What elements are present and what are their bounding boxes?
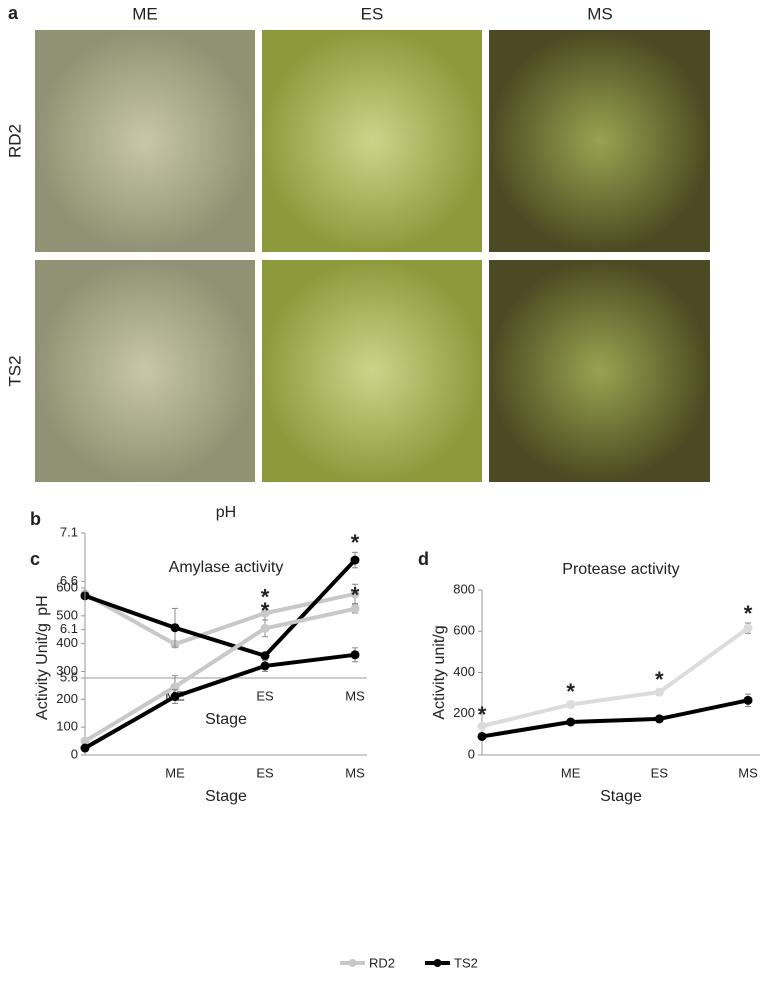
series-line [481, 698, 749, 739]
x-axis-label: Stage [600, 788, 642, 805]
point [350, 555, 360, 565]
y-tick-label: 600 [453, 623, 475, 638]
x-axis-label: Stage [205, 711, 247, 728]
series-line [84, 558, 357, 659]
photo [35, 30, 255, 252]
significance-mark: * [261, 584, 270, 609]
point [566, 717, 576, 727]
significance-mark: * [566, 679, 575, 704]
x-tick-label: ES [256, 765, 274, 780]
chart-title: Protease activity [562, 561, 679, 578]
significance-mark: * [261, 598, 270, 623]
photo-grid [35, 30, 710, 482]
column-label: ME [132, 4, 158, 23]
legend-swatch [348, 959, 357, 967]
point [566, 699, 576, 709]
y-axis-label: Activity Unit/g [34, 623, 51, 720]
point [350, 589, 360, 599]
point [170, 682, 180, 692]
y-tick-label: 400 [453, 664, 475, 679]
x-axis-label: Stage [205, 788, 247, 805]
point [170, 692, 180, 702]
point [477, 721, 487, 731]
significance-mark: * [655, 667, 664, 692]
legend-label: TS2 [454, 955, 478, 970]
row-label: RD2 [5, 124, 24, 158]
panel-label: b [30, 509, 41, 529]
point [743, 695, 753, 705]
series-line [83, 606, 356, 743]
significance-mark: * [478, 702, 487, 727]
point [260, 608, 270, 618]
y-tick-label: 7.1 [60, 524, 78, 539]
y-axis-label: pH [34, 595, 51, 615]
point [80, 736, 90, 746]
panel-label: a [8, 3, 19, 23]
y-axis-label: Activity unit/g [431, 625, 448, 719]
point [350, 604, 360, 614]
significance-mark: * [351, 530, 360, 555]
point [80, 743, 90, 753]
x-tick-label: ES [256, 688, 274, 703]
x-tick-label: ME [165, 765, 185, 780]
x-tick-label: ES [651, 765, 669, 780]
x-tick-label: MS [345, 688, 365, 703]
point [743, 623, 753, 633]
point [260, 651, 270, 661]
y-tick-label: 6.1 [60, 621, 78, 636]
photo [262, 260, 482, 482]
panel-label: d [418, 549, 429, 569]
point [350, 650, 360, 660]
y-tick-label: 400 [56, 635, 78, 650]
y-tick-label: 500 [56, 607, 78, 622]
point [260, 661, 270, 671]
y-tick-label: 800 [453, 581, 475, 596]
y-tick-label: 300 [56, 663, 78, 678]
column-label: MS [587, 4, 613, 23]
x-tick-label: MS [345, 765, 365, 780]
panel-label: c [30, 549, 40, 569]
chart-title: Amylase activity [169, 559, 284, 576]
photo [262, 30, 482, 252]
photo [489, 260, 710, 482]
legend-label: RD2 [369, 955, 395, 970]
chart-title: pH [216, 504, 236, 521]
series-line [481, 626, 750, 729]
y-tick-label: 600 [56, 579, 78, 594]
y-tick-label: 200 [56, 691, 78, 706]
x-tick-label: MS [738, 765, 758, 780]
significance-mark: * [351, 583, 360, 608]
y-tick-label: 5.6 [60, 669, 78, 684]
photo [35, 260, 255, 482]
series-line [84, 591, 356, 647]
point [654, 714, 664, 724]
point [654, 687, 664, 697]
point [170, 623, 180, 633]
y-tick-label: 0 [71, 746, 78, 761]
point [477, 731, 487, 741]
y-tick-label: 100 [56, 719, 78, 734]
y-tick-label: 6.6 [60, 573, 78, 588]
y-tick-label: 200 [453, 705, 475, 720]
photo [489, 30, 710, 252]
x-tick-label: ME [561, 765, 581, 780]
column-label: ES [361, 4, 384, 23]
series-line [84, 652, 356, 750]
significance-mark: * [744, 601, 753, 626]
row-label: TS2 [5, 355, 24, 386]
legend-swatch [433, 959, 442, 967]
y-tick-label: 0 [468, 746, 475, 761]
point [260, 623, 270, 633]
